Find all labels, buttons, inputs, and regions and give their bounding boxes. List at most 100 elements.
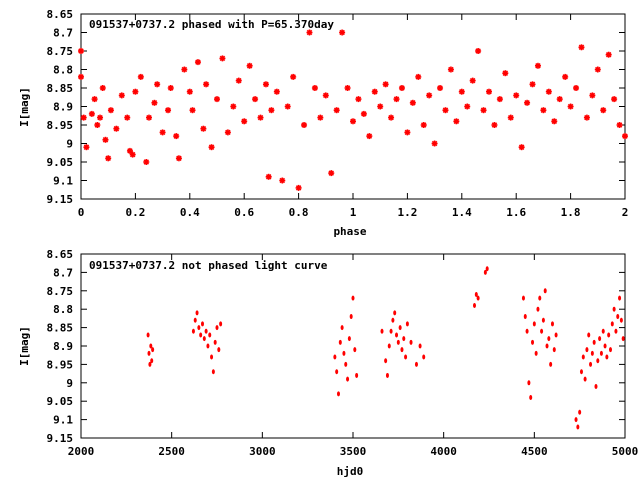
data-point xyxy=(534,350,538,356)
data-point xyxy=(532,321,536,327)
data-point xyxy=(311,84,319,92)
data-point xyxy=(393,310,397,316)
data-point xyxy=(483,269,487,275)
data-point xyxy=(193,317,197,323)
phased-y-axis-label: I[mag] xyxy=(18,87,31,127)
data-point xyxy=(147,350,151,356)
phased-chart-title: 091537+0737.2 phased with P=65.370day xyxy=(89,18,334,31)
phased-y-tick-label: 8.8 xyxy=(53,64,73,77)
data-point xyxy=(149,343,153,349)
phased-y-tick-label: 8.9 xyxy=(53,101,73,114)
phased-x-tick-label: 0.6 xyxy=(234,206,254,219)
phased-y-tick-label: 8.65 xyxy=(47,8,74,21)
data-point xyxy=(349,314,353,320)
data-point xyxy=(355,372,359,378)
unphased-y-tick-label: 9 xyxy=(66,377,73,390)
data-point xyxy=(215,325,219,331)
data-point xyxy=(186,87,194,96)
data-point xyxy=(264,173,273,181)
data-point xyxy=(131,87,140,96)
data-point xyxy=(218,54,227,63)
data-point xyxy=(199,124,208,133)
data-point xyxy=(262,80,270,89)
unphased-y-tick-label: 8.95 xyxy=(47,358,74,371)
data-point xyxy=(354,95,363,103)
data-point xyxy=(608,347,612,353)
data-point xyxy=(202,336,206,342)
data-point xyxy=(599,106,608,114)
data-point xyxy=(164,106,172,114)
data-point xyxy=(327,169,336,177)
data-point xyxy=(387,343,391,349)
data-point xyxy=(338,28,346,37)
data-point xyxy=(273,87,281,96)
data-point xyxy=(479,106,488,114)
data-point xyxy=(219,321,223,327)
data-point xyxy=(151,347,155,353)
data-point xyxy=(523,314,527,320)
data-point xyxy=(476,295,480,301)
data-point xyxy=(615,121,624,129)
data-point xyxy=(583,113,591,122)
data-point xyxy=(441,106,450,114)
data-point xyxy=(593,65,602,74)
unphased-y-tick-label: 8.75 xyxy=(47,285,74,298)
data-point xyxy=(604,50,613,59)
data-point xyxy=(210,354,214,360)
phased-y-tick-label: 9 xyxy=(66,138,73,151)
data-point xyxy=(343,84,352,92)
data-point xyxy=(146,332,150,338)
data-point xyxy=(289,73,297,81)
data-point xyxy=(523,99,531,107)
data-point xyxy=(217,347,221,353)
data-point xyxy=(349,117,357,126)
data-point xyxy=(538,295,542,301)
data-point xyxy=(561,73,569,81)
unphased-y-tick-label: 8.65 xyxy=(47,248,74,261)
phased-plot-frame xyxy=(80,13,626,200)
data-point xyxy=(574,417,578,423)
data-point xyxy=(529,395,533,401)
data-point xyxy=(398,325,402,331)
data-point xyxy=(414,361,418,367)
data-point xyxy=(588,91,597,100)
data-point xyxy=(112,124,121,133)
data-point xyxy=(578,409,582,415)
data-point xyxy=(370,87,379,96)
data-point xyxy=(251,95,259,103)
phased-y-tick-label: 9.1 xyxy=(53,175,73,188)
data-point xyxy=(534,62,542,70)
data-point xyxy=(150,99,159,107)
phased-x-tick-label: 0.8 xyxy=(289,206,309,219)
data-point xyxy=(414,73,423,81)
data-point xyxy=(365,132,374,140)
data-point xyxy=(607,332,611,338)
unphased-y-tick-label: 8.9 xyxy=(53,340,73,353)
data-point xyxy=(419,121,428,129)
data-point xyxy=(142,158,151,166)
data-point xyxy=(316,113,325,122)
data-point xyxy=(472,303,476,309)
data-point xyxy=(336,391,340,397)
data-point xyxy=(346,376,350,382)
data-point xyxy=(199,332,203,338)
data-point xyxy=(229,102,238,111)
data-point xyxy=(539,106,548,114)
data-point xyxy=(621,336,625,342)
data-point xyxy=(104,154,112,163)
data-point xyxy=(245,62,254,70)
data-point xyxy=(338,339,342,345)
data-point xyxy=(240,117,248,126)
data-point xyxy=(90,95,99,103)
data-point xyxy=(118,91,126,100)
data-point xyxy=(405,321,409,327)
data-point xyxy=(409,339,413,345)
data-point xyxy=(422,354,426,360)
phased-x-tick-label: 0.4 xyxy=(180,206,200,219)
data-point xyxy=(197,325,201,331)
data-point xyxy=(98,84,107,92)
data-point xyxy=(404,354,408,360)
unphased-x-tick-label: 2000 xyxy=(68,445,95,458)
unphased-y-tick-label: 9.05 xyxy=(47,395,74,408)
unphased-y-axis-label: I[mag] xyxy=(18,326,31,366)
